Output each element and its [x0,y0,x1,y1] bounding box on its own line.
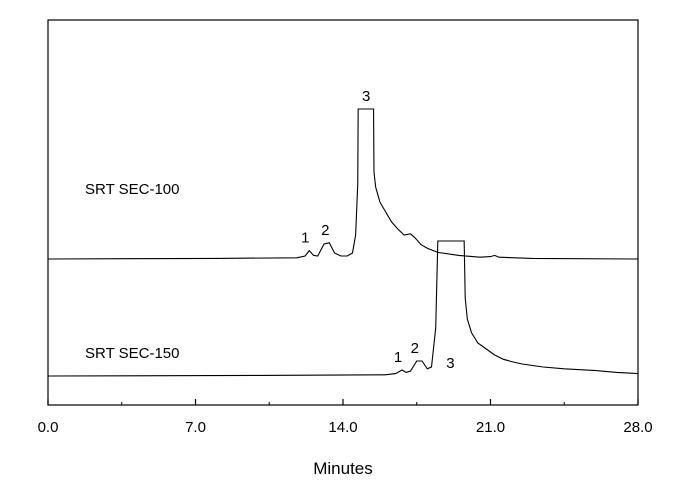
peak-label: 3 [446,355,454,372]
peak-label: 1 [301,230,309,247]
series-label: SRT SEC-100 [85,181,180,198]
peak-label: 2 [321,222,329,239]
x-tick-label: 0.0 [38,419,59,436]
series-line-1 [47,108,639,260]
x-tick-label: 7.0 [185,419,206,436]
series-line-2 [47,240,639,377]
peak-label: 3 [362,88,370,105]
x-tick-label: 28.0 [623,419,652,436]
x-tick-label: 14.0 [328,419,357,436]
x-axis-label: Minutes [313,459,373,478]
peak-label: 1 [394,349,402,366]
x-axis: 0.0 7.0 14.0 21.0 28.0 [38,399,653,436]
series-label: SRT SEC-150 [85,345,180,362]
x-tick-label: 21.0 [476,419,505,436]
peak-label: 2 [411,340,419,357]
